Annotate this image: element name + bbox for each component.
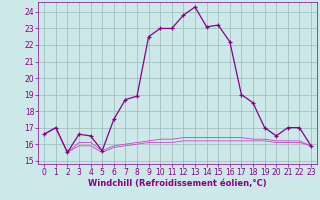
X-axis label: Windchill (Refroidissement éolien,°C): Windchill (Refroidissement éolien,°C)	[88, 179, 267, 188]
